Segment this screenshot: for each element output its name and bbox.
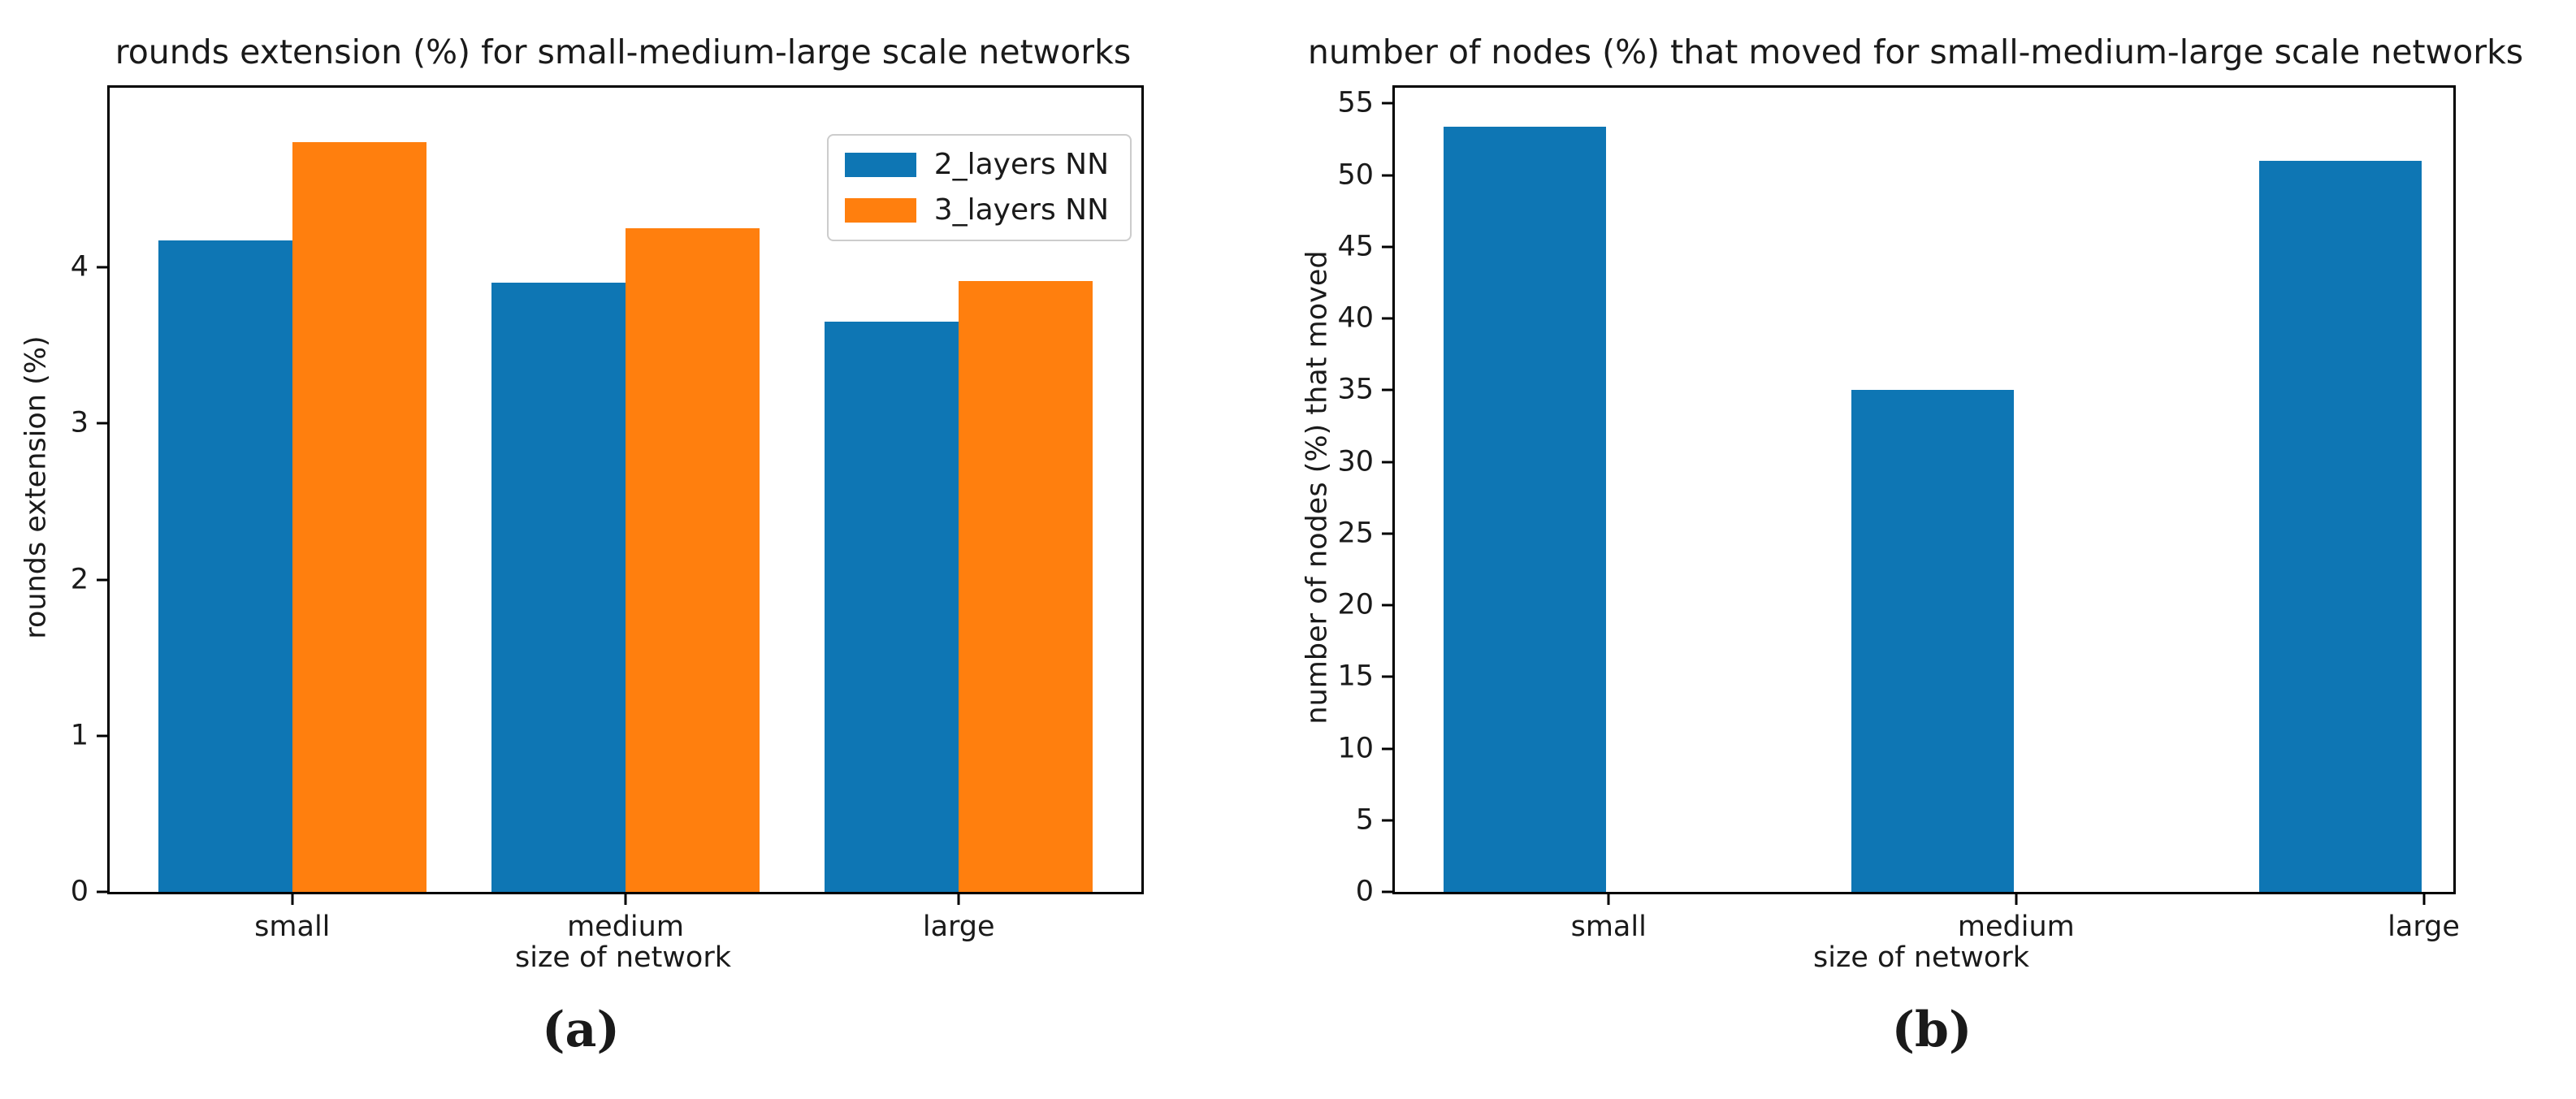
chart-a-x-axis-label: size of network — [515, 941, 731, 974]
chart-b-y-axis-label: number of nodes (%) that moved — [1301, 250, 1334, 725]
legend-label: 2_layers NN — [933, 148, 1109, 181]
y-tick-mark — [1382, 245, 1392, 249]
x-tick-mark — [291, 894, 294, 905]
x-tick-mark — [624, 894, 627, 905]
y-tick-label: 15 — [1337, 660, 1374, 693]
x-tick-mark — [957, 894, 960, 905]
x-tick-mark — [2015, 894, 2018, 905]
legend-swatch-blue-icon — [844, 153, 916, 177]
x-tick-label: large — [2388, 911, 2460, 943]
chart-a-legend: 2_layers NN 3_layers NN — [826, 134, 1132, 241]
y-tick-label: 20 — [1337, 588, 1374, 621]
y-tick-label: 25 — [1337, 517, 1374, 550]
y-tick-mark — [1382, 819, 1392, 822]
y-tick-mark — [97, 266, 107, 269]
y-tick-label: 35 — [1337, 373, 1374, 406]
bar — [292, 142, 426, 892]
legend-label: 3_layers NN — [933, 193, 1109, 227]
chart-a-caption: (a) — [542, 1002, 620, 1058]
y-tick-mark — [1382, 317, 1392, 320]
chart-b-x-axis-label: size of network — [1813, 941, 2029, 974]
x-tick-label: large — [922, 911, 995, 943]
legend-entry: 2_layers NN — [844, 148, 1109, 181]
y-tick-mark — [1382, 747, 1392, 751]
y-tick-mark — [97, 422, 107, 425]
y-tick-label: 55 — [1337, 86, 1374, 119]
bar — [2258, 161, 2422, 892]
y-tick-mark — [97, 890, 107, 893]
bar — [825, 322, 959, 892]
y-tick-label: 30 — [1337, 445, 1374, 478]
chart-a-plot-area: 2_layers NN 3_layers NN 0 1 2 3 4 small medium… — [71, 85, 1144, 941]
y-tick-mark — [1382, 532, 1392, 535]
y-tick-label: 0 — [70, 875, 89, 908]
y-tick-mark — [1382, 890, 1392, 893]
y-tick-mark — [1382, 174, 1392, 177]
y-tick-mark — [1382, 102, 1392, 105]
x-tick-label: small — [254, 911, 331, 943]
chart-b-caption: (b) — [1891, 1002, 1972, 1058]
x-tick-mark — [1607, 894, 1610, 905]
y-tick-mark — [1382, 461, 1392, 464]
chart-a-title: rounds extension (%) for small-medium-la… — [115, 32, 1132, 71]
x-tick-label: medium — [567, 911, 684, 943]
y-tick-mark — [1382, 675, 1392, 678]
y-tick-mark — [1382, 388, 1392, 392]
legend-entry: 3_layers NN — [844, 193, 1109, 227]
y-tick-label: 40 — [1337, 301, 1374, 335]
bar — [1851, 390, 2014, 892]
y-tick-label: 5 — [1355, 803, 1374, 837]
chart-b-title: number of nodes (%) that moved for small… — [1307, 32, 2524, 71]
legend-swatch-orange-icon — [844, 198, 916, 223]
y-tick-label: 2 — [70, 563, 89, 596]
y-tick-label: 45 — [1337, 230, 1374, 263]
y-tick-label: 3 — [70, 406, 89, 439]
y-tick-label: 0 — [1355, 875, 1374, 908]
x-tick-mark — [2422, 894, 2426, 905]
bar — [1444, 126, 1607, 892]
bar — [626, 228, 760, 892]
y-tick-label: 10 — [1337, 732, 1374, 765]
y-tick-label: 1 — [70, 719, 89, 752]
bar — [491, 283, 626, 892]
x-tick-label: small — [1570, 911, 1647, 943]
y-tick-mark — [97, 578, 107, 582]
y-tick-mark — [1382, 604, 1392, 607]
bar — [959, 281, 1093, 892]
y-tick-label: 50 — [1337, 158, 1374, 192]
chart-b-plot-area: 0 5 10 15 20 25 30 35 40 45 50 55 small medium large — [1337, 85, 2460, 941]
x-tick-label: medium — [1957, 911, 2075, 943]
y-tick-mark — [97, 734, 107, 738]
y-tick-label: 4 — [70, 250, 89, 283]
chart-a-y-axis-label: rounds extension (%) — [19, 335, 53, 639]
bar — [158, 240, 292, 892]
